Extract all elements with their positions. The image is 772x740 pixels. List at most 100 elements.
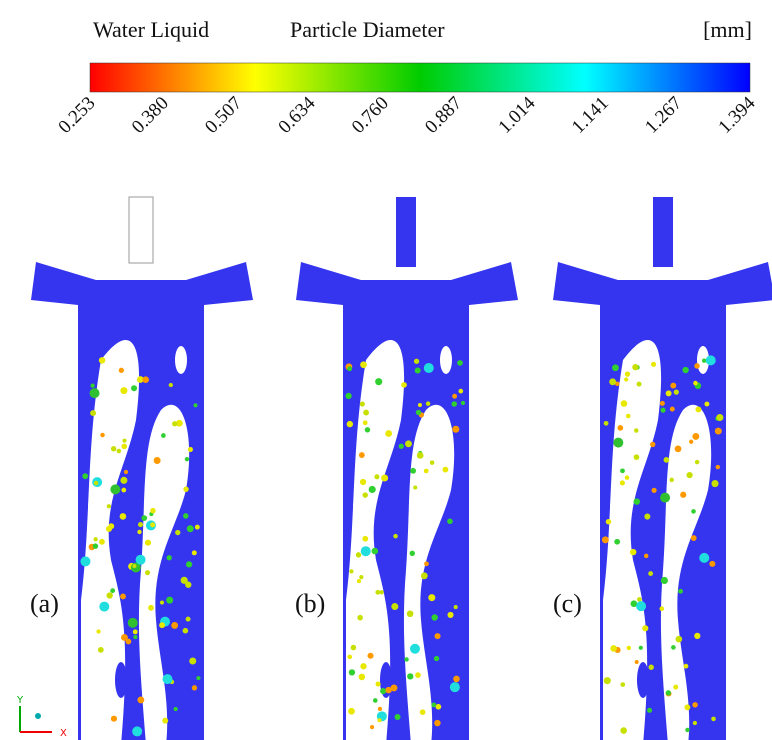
particle bbox=[714, 427, 722, 435]
y-axis-label: Y bbox=[16, 695, 24, 706]
quantity-name: Particle Diameter bbox=[290, 17, 445, 42]
particle bbox=[119, 513, 127, 520]
particle bbox=[424, 561, 429, 567]
particle bbox=[692, 720, 698, 726]
particle bbox=[345, 392, 352, 400]
particle bbox=[694, 363, 700, 369]
particle bbox=[620, 682, 626, 687]
particle bbox=[413, 485, 418, 490]
particle bbox=[644, 513, 651, 520]
particle bbox=[409, 550, 415, 556]
particle bbox=[377, 706, 383, 712]
particle bbox=[637, 597, 642, 602]
particle bbox=[603, 677, 611, 685]
particle bbox=[355, 552, 362, 558]
particle bbox=[185, 561, 193, 568]
colorbar-tick-label: 0.760 bbox=[348, 93, 393, 138]
colorbar-tick-label: 0.507 bbox=[201, 93, 246, 138]
particle bbox=[692, 432, 700, 440]
particle bbox=[348, 669, 356, 676]
particle bbox=[162, 717, 169, 724]
particle bbox=[620, 727, 627, 734]
particle bbox=[347, 654, 353, 660]
panel-a bbox=[31, 196, 253, 740]
particle bbox=[716, 414, 724, 422]
particle bbox=[648, 664, 654, 670]
particle bbox=[125, 638, 132, 645]
particle bbox=[187, 446, 194, 453]
particle bbox=[630, 600, 638, 608]
particle bbox=[375, 378, 383, 386]
particle bbox=[358, 673, 366, 681]
particle bbox=[401, 382, 407, 388]
particle bbox=[347, 366, 353, 372]
particle bbox=[132, 726, 143, 737]
particle bbox=[410, 467, 417, 474]
colorbar-tick-label: 0.380 bbox=[128, 93, 173, 138]
particle bbox=[132, 629, 138, 635]
axis-triad: Y X bbox=[16, 695, 67, 739]
particle bbox=[364, 427, 371, 433]
particle bbox=[458, 388, 464, 394]
particle bbox=[106, 504, 112, 509]
panel-c bbox=[553, 197, 772, 740]
particle bbox=[415, 409, 422, 416]
particle bbox=[404, 657, 409, 662]
particle bbox=[419, 709, 426, 716]
particle bbox=[659, 606, 665, 612]
particle bbox=[636, 381, 642, 387]
panel-label: (b) bbox=[295, 589, 325, 618]
particle bbox=[363, 409, 370, 416]
particle bbox=[381, 474, 389, 482]
particle bbox=[391, 603, 399, 611]
particle bbox=[701, 358, 707, 363]
particle bbox=[650, 441, 656, 448]
particle bbox=[665, 390, 672, 397]
particle bbox=[414, 367, 421, 374]
particle bbox=[638, 645, 643, 650]
colorbar-tick-label: 1.014 bbox=[494, 92, 539, 137]
particle bbox=[93, 480, 99, 486]
particle bbox=[175, 419, 183, 427]
particle bbox=[673, 389, 679, 395]
particle bbox=[98, 357, 106, 364]
particle bbox=[665, 690, 671, 696]
particle bbox=[184, 456, 190, 462]
particle bbox=[690, 535, 697, 541]
particle bbox=[120, 476, 128, 484]
particle bbox=[182, 627, 189, 634]
particle bbox=[617, 425, 624, 431]
particle bbox=[360, 361, 367, 369]
particle bbox=[429, 460, 435, 465]
particle bbox=[699, 552, 710, 563]
particle bbox=[431, 702, 437, 708]
particle bbox=[121, 443, 128, 450]
particle bbox=[99, 601, 110, 612]
particle bbox=[423, 363, 434, 374]
particle bbox=[451, 401, 457, 407]
particle bbox=[428, 594, 436, 602]
particle bbox=[674, 445, 682, 453]
particle bbox=[191, 550, 197, 556]
particle bbox=[359, 478, 367, 486]
particle bbox=[634, 659, 639, 665]
particle bbox=[137, 522, 144, 528]
particle bbox=[110, 715, 118, 722]
particle bbox=[357, 614, 363, 621]
particle bbox=[173, 706, 178, 712]
panel-label: (a) bbox=[30, 589, 59, 618]
particle bbox=[131, 385, 138, 392]
particle bbox=[123, 469, 129, 475]
particle bbox=[624, 371, 631, 377]
particle bbox=[185, 581, 192, 588]
particle bbox=[122, 438, 127, 443]
particle bbox=[671, 645, 676, 650]
particle bbox=[385, 430, 393, 437]
particle bbox=[683, 663, 689, 669]
particle bbox=[663, 457, 670, 463]
particle bbox=[660, 492, 671, 503]
particle bbox=[82, 473, 89, 480]
particle bbox=[420, 572, 428, 580]
particle bbox=[694, 632, 701, 639]
particle bbox=[186, 525, 194, 533]
